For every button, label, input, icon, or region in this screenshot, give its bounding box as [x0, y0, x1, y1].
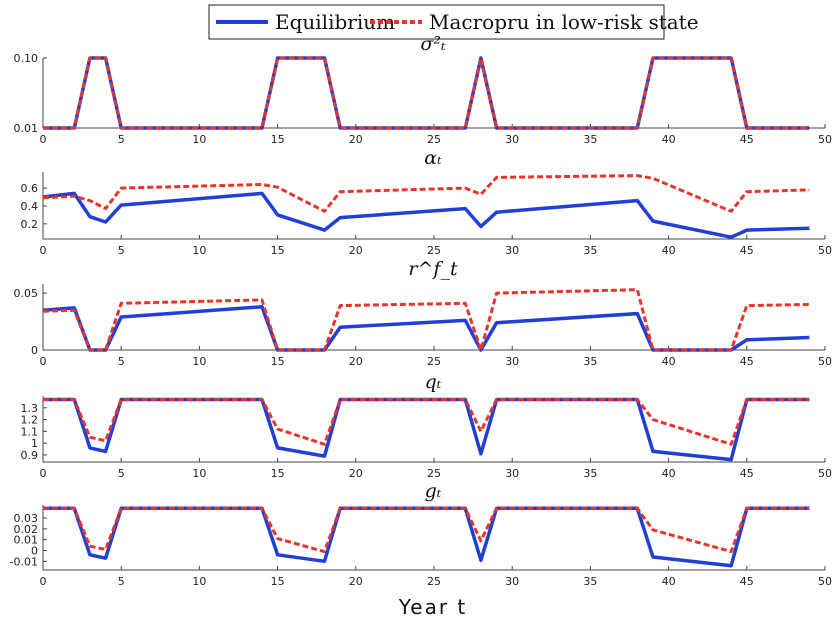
y-tick-label: 1.2	[21, 414, 39, 427]
series-line-macropru	[43, 506, 810, 554]
x-tick-label: 5	[118, 355, 125, 368]
x-tick-label: 5	[118, 133, 125, 146]
x-tick-label: 20	[349, 575, 363, 588]
x-tick-label: 20	[349, 355, 363, 368]
y-tick-label: 0.02	[14, 523, 39, 536]
x-tick-label: 20	[349, 244, 363, 257]
y-tick-label: 0.01	[14, 534, 39, 547]
y-tick-label: 0.2	[21, 218, 39, 231]
x-tick-label: 50	[818, 575, 832, 588]
y-tick-label: 1.1	[21, 425, 39, 438]
x-axis-label: Year t	[398, 595, 468, 619]
y-tick-label: 0.05	[14, 287, 39, 300]
x-tick-label: 45	[740, 467, 754, 480]
x-tick-label: 10	[192, 244, 206, 257]
y-tick-label: 0.6	[21, 182, 39, 195]
x-tick-label: 0	[40, 575, 47, 588]
x-tick-label: 30	[505, 244, 519, 257]
x-tick-label: 35	[583, 575, 597, 588]
x-tick-label: 25	[427, 467, 441, 480]
x-tick-label: 15	[271, 244, 285, 257]
x-tick-label: 15	[271, 355, 285, 368]
panel-3: r^f_t 0 5 10 15 20 25 30 35 40 45 50 0 0.05	[14, 258, 833, 368]
y-tick-label: 0.03	[14, 512, 39, 525]
x-tick-label: 45	[740, 244, 754, 257]
y-tick-label: 0.10	[14, 52, 39, 65]
panel-2: αₜ 0 5 10 15 20 25 30 35 40 45 50 0.2 0.4 0.6	[21, 147, 833, 257]
x-tick-label: 35	[583, 355, 597, 368]
y-tick-label: 0.9	[21, 449, 39, 462]
x-tick-label: 0	[40, 467, 47, 480]
legend-box	[208, 4, 665, 40]
series-line-macropru	[42, 174, 810, 213]
x-tick-label: 0	[40, 355, 47, 368]
panel-1: σ²ₜ 0 5 10 15 20 25 30 35 40 45 50 0.01 0.10	[14, 33, 833, 146]
x-tick-label: 40	[662, 575, 676, 588]
x-tick-label: 40	[662, 467, 676, 480]
legend-label-equilibrium: Equilibrium	[275, 10, 395, 34]
x-tick-label: 50	[818, 133, 832, 146]
x-tick-label: 5	[118, 575, 125, 588]
x-tick-label: 40	[662, 355, 676, 368]
panel-title: gₜ	[425, 480, 442, 502]
y-tick-label: -0.01	[10, 555, 38, 568]
series-line-macropru	[42, 288, 810, 352]
x-tick-label: 30	[505, 575, 519, 588]
y-tick-label: 0.4	[21, 200, 39, 213]
x-tick-label: 15	[271, 467, 285, 480]
x-tick-label: 5	[118, 467, 125, 480]
x-tick-label: 15	[271, 133, 285, 146]
y-tick-label: 0	[31, 344, 38, 357]
x-tick-label: 25	[427, 244, 441, 257]
panel-title: σ²ₜ	[420, 33, 446, 55]
x-tick-label: 35	[583, 133, 597, 146]
x-tick-label: 10	[192, 133, 206, 146]
x-tick-label: 20	[349, 133, 363, 146]
x-tick-label: 40	[662, 244, 676, 257]
x-tick-label: 30	[505, 355, 519, 368]
x-tick-label: 25	[427, 133, 441, 146]
series-line-equilibrium	[43, 506, 810, 568]
series-line-macropru	[43, 56, 810, 130]
legend-label-macropru: Macropru in low-risk state	[429, 10, 699, 34]
series-line-equilibrium	[43, 397, 810, 462]
x-tick-label: 20	[349, 467, 363, 480]
x-tick-label: 45	[740, 355, 754, 368]
x-tick-label: 50	[818, 467, 832, 480]
panel-4: qₜ 0 5 10 15 20 25 30 35 40 45 50 0.911.11.21.3	[21, 371, 833, 480]
series-line-equilibrium	[42, 305, 810, 352]
x-tick-label: 40	[662, 133, 676, 146]
x-tick-label: 25	[427, 355, 441, 368]
y-tick-label: 0	[31, 545, 38, 558]
legend: Equilibrium Macropru in low-risk state	[208, 4, 699, 40]
x-tick-label: 0	[40, 244, 47, 257]
x-tick-label: 25	[427, 575, 441, 588]
x-tick-label: 45	[740, 133, 754, 146]
x-tick-label: 0	[40, 133, 47, 146]
x-tick-label: 45	[740, 575, 754, 588]
x-tick-label: 10	[192, 467, 206, 480]
y-tick-label: 1	[31, 437, 38, 450]
series-line-equilibrium	[43, 56, 810, 130]
series-line-macropru	[43, 398, 810, 446]
x-tick-label: 50	[818, 355, 832, 368]
x-tick-label: 35	[583, 467, 597, 480]
x-tick-label: 15	[271, 575, 285, 588]
y-tick-label: 0.01	[14, 122, 39, 135]
x-tick-label: 10	[192, 355, 206, 368]
panel-title: αₜ	[424, 147, 442, 169]
x-tick-label: 30	[505, 133, 519, 146]
x-tick-label: 30	[505, 467, 519, 480]
x-tick-label: 10	[192, 575, 206, 588]
x-tick-label: 5	[118, 244, 125, 257]
panel-title: qₜ	[425, 371, 442, 393]
x-tick-label: 35	[583, 244, 597, 257]
x-tick-label: 50	[818, 244, 832, 257]
panel-title: r^f_t	[408, 258, 458, 280]
y-tick-label: 1.3	[21, 402, 39, 415]
series-line-equilibrium	[42, 191, 810, 239]
